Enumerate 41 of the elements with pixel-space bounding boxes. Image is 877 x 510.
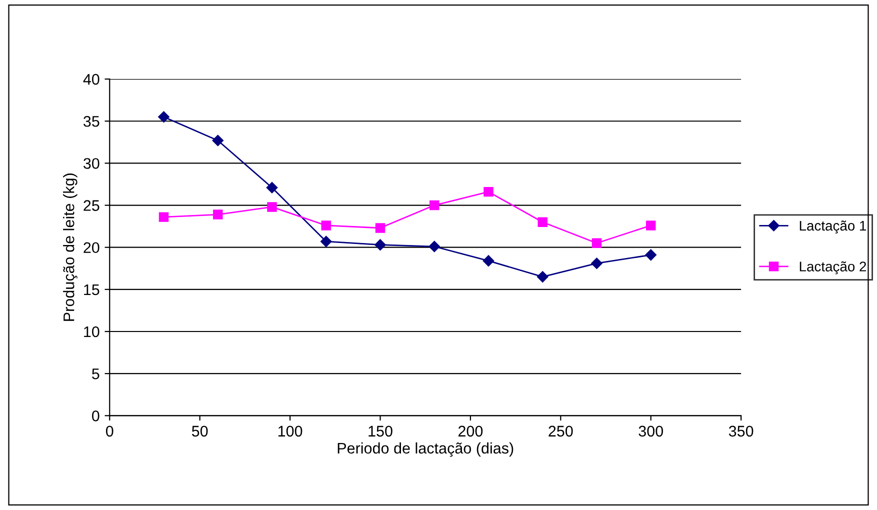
x-tick-label: 50 — [192, 426, 208, 437]
point — [538, 217, 548, 227]
y-tick-label: 35 — [83, 116, 100, 127]
x-tick-label: 100 — [278, 426, 302, 437]
x-axis-title: Periodo de lactação (dias) — [338, 442, 514, 457]
x-tick-label: 200 — [458, 426, 483, 437]
y-tick-label: 20 — [84, 242, 100, 254]
x-tick-label: 0 — [106, 426, 114, 437]
point — [537, 271, 548, 282]
point — [213, 210, 223, 220]
point — [645, 249, 656, 261]
y-tick-label: 15 — [84, 284, 100, 296]
point — [158, 111, 170, 123]
point — [484, 186, 494, 197]
legend-label: Lactação 1 — [800, 220, 866, 234]
point — [158, 212, 169, 222]
x-tick-label: 350 — [728, 426, 754, 437]
legend-label: Lactação 2 — [800, 261, 866, 274]
y-tick-label: 0 — [92, 410, 100, 422]
point — [591, 258, 602, 269]
y-tick-label: 5 — [92, 368, 100, 380]
y-tick-label: 25 — [84, 200, 100, 211]
point — [266, 182, 278, 194]
point — [320, 236, 332, 248]
y-tick-label: 40 — [83, 74, 100, 85]
x-tick-label: 250 — [548, 426, 573, 437]
point — [482, 255, 494, 266]
point — [374, 239, 386, 250]
y-axis-title: Produção de leite (kg) — [63, 174, 78, 321]
point — [267, 202, 277, 212]
point — [592, 238, 602, 248]
point — [321, 220, 331, 230]
point — [430, 200, 440, 210]
x-tick-label: 150 — [368, 426, 392, 437]
point — [428, 240, 440, 252]
y-tick-label: 30 — [83, 158, 100, 169]
point — [646, 220, 656, 230]
y-tick-label: 10 — [84, 326, 100, 338]
point — [375, 223, 386, 233]
x-tick-label: 300 — [638, 426, 664, 437]
point — [212, 134, 224, 146]
